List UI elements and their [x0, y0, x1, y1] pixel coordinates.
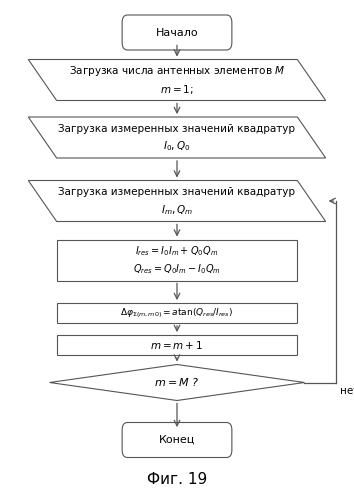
Polygon shape	[28, 117, 326, 158]
Text: Загрузка измеренных значений квадратур: Загрузка измеренных значений квадратур	[58, 187, 296, 197]
Text: $I_0, Q_0$: $I_0, Q_0$	[163, 140, 191, 153]
Text: $m = m+1$: $m = m+1$	[150, 339, 204, 351]
Text: Загрузка числа антенных элементов $M$: Загрузка числа антенных элементов $M$	[69, 64, 285, 78]
Text: Фиг. 19: Фиг. 19	[147, 472, 207, 488]
Text: $m = 1;$: $m = 1;$	[160, 82, 194, 96]
Text: $I_{res} = I_0 I_m + Q_0 Q_m$: $I_{res} = I_0 I_m + Q_0 Q_m$	[136, 244, 218, 258]
Text: $m = M$ ?: $m = M$ ?	[154, 376, 200, 388]
FancyBboxPatch shape	[57, 240, 297, 281]
FancyBboxPatch shape	[57, 303, 297, 323]
FancyBboxPatch shape	[122, 422, 232, 458]
Text: $\Delta\varphi_{\Sigma(m,m0)} = a\tan(Q_{res} / I_{res})$: $\Delta\varphi_{\Sigma(m,m0)} = a\tan(Q_…	[120, 306, 234, 320]
Text: Конец: Конец	[159, 435, 195, 445]
FancyBboxPatch shape	[122, 15, 232, 50]
Text: $I_m, Q_m$: $I_m, Q_m$	[161, 203, 193, 217]
Text: $Q_{res} = Q_0 I_m - I_0 Q_m$: $Q_{res} = Q_0 I_m - I_0 Q_m$	[133, 262, 221, 276]
Polygon shape	[50, 364, 304, 400]
Text: Начало: Начало	[156, 28, 198, 38]
Text: нет: нет	[340, 386, 354, 396]
Polygon shape	[28, 60, 326, 100]
Text: Загрузка измеренных значений квадратур: Загрузка измеренных значений квадратур	[58, 124, 296, 134]
FancyBboxPatch shape	[57, 335, 297, 355]
Polygon shape	[28, 180, 326, 222]
